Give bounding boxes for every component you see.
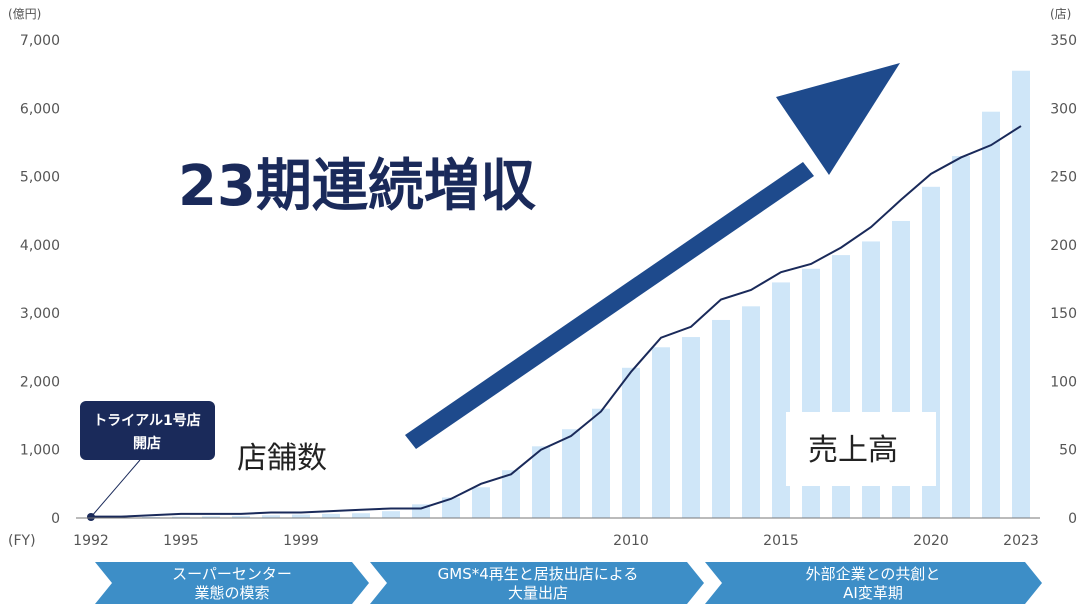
- callout-box: [80, 401, 215, 460]
- left-tick-label: 2,000: [20, 374, 60, 390]
- callout-connector: [90, 459, 141, 518]
- x-tick-label: 1992: [73, 533, 109, 549]
- sales-bar: [652, 347, 670, 518]
- sales-bar: [442, 497, 460, 518]
- sales-bar: [382, 511, 400, 518]
- right-tick-label: 0: [1068, 511, 1077, 527]
- sales-bar: [202, 516, 220, 518]
- phase-3-line2: AI変革期: [843, 584, 903, 602]
- callout-line2: 開店: [133, 435, 161, 452]
- phase-2-arrow: [370, 562, 704, 604]
- sales-bar: [502, 470, 520, 518]
- sales-bar: [712, 319, 730, 518]
- sales-bar: [262, 515, 280, 518]
- left-axis-ticks: 0 1,000 2,000 3,000 4,000 5,000 6,000 7,000: [20, 33, 60, 527]
- sales-bar: [622, 367, 640, 518]
- x-tick-label: 2023: [1003, 533, 1039, 549]
- store-count-label: 店舗数: [237, 441, 327, 476]
- phase-banner: スーパーセンター 業態の模索 GMS*4再生と居抜出店による 大量出店 外部企業…: [95, 562, 1042, 604]
- sales-bar: [322, 513, 340, 518]
- sales-bar: [472, 487, 490, 518]
- phase-3-line1: 外部企業との共創と: [806, 565, 941, 583]
- right-tick-label: 200: [1050, 238, 1077, 254]
- x-tick-label: 2015: [763, 533, 799, 549]
- sales-bar: [172, 516, 190, 518]
- sales-bar: [232, 515, 250, 518]
- left-tick-label: 6,000: [20, 101, 60, 117]
- sales-bars: [82, 70, 1030, 519]
- sales-label: 売上高: [808, 433, 898, 468]
- sales-bar: [292, 514, 310, 518]
- right-tick-label: 100: [1050, 374, 1077, 390]
- right-tick-label: 350: [1050, 33, 1077, 49]
- x-axis-ticks: 1992 1995 1999 2010 2015 2020 2023: [73, 533, 1039, 549]
- phase-1-line1: スーパーセンター: [172, 565, 292, 583]
- sales-bar: [352, 513, 370, 518]
- headline: 23期連続増収: [178, 154, 536, 219]
- x-tick-label: 2010: [613, 533, 649, 549]
- phase-3-arrow: [705, 562, 1042, 604]
- sales-bar: [982, 111, 1000, 518]
- left-tick-label: 4,000: [20, 238, 60, 254]
- left-tick-label: 1,000: [20, 443, 60, 459]
- sales-bar: [952, 156, 970, 519]
- sales-bar: [682, 337, 700, 518]
- phase-1-line2: 業態の模索: [194, 584, 269, 602]
- phase-1-arrow: [95, 562, 369, 604]
- sales-bar: [772, 282, 790, 518]
- right-tick-label: 300: [1050, 101, 1077, 117]
- store-count-line: [91, 125, 1022, 518]
- x-tick-label: 2020: [913, 533, 949, 549]
- x-tick-label: 1999: [283, 533, 319, 549]
- sales-bar: [1012, 70, 1030, 518]
- left-tick-label: 3,000: [20, 306, 60, 322]
- x-tick-label: 1995: [163, 533, 199, 549]
- fy-label: (FY): [8, 533, 36, 549]
- phase-2-line1: GMS*4再生と居抜出店による: [438, 565, 639, 583]
- sales-bar: [532, 446, 550, 518]
- sales-bar: [562, 429, 580, 518]
- right-tick-label: 250: [1050, 170, 1077, 186]
- callout-line1: トライアル1号店: [93, 412, 201, 429]
- growth-arrow-icon: [405, 63, 900, 449]
- right-axis-ticks: 0 50 100 150 200 250 300 350: [1050, 33, 1077, 527]
- left-tick-label: 7,000: [20, 33, 60, 49]
- left-tick-label: 5,000: [20, 170, 60, 186]
- right-unit-label: (店): [1050, 7, 1071, 21]
- right-tick-label: 150: [1050, 306, 1077, 322]
- sales-bar: [592, 408, 610, 518]
- sales-bar: [142, 516, 160, 518]
- sales-bar: [742, 306, 760, 518]
- left-unit-label: (億円): [8, 7, 41, 21]
- right-tick-label: 50: [1059, 443, 1077, 459]
- phase-2-line2: 大量出店: [508, 584, 568, 602]
- sales-label-bg: [786, 412, 936, 486]
- left-tick-label: 0: [51, 511, 60, 527]
